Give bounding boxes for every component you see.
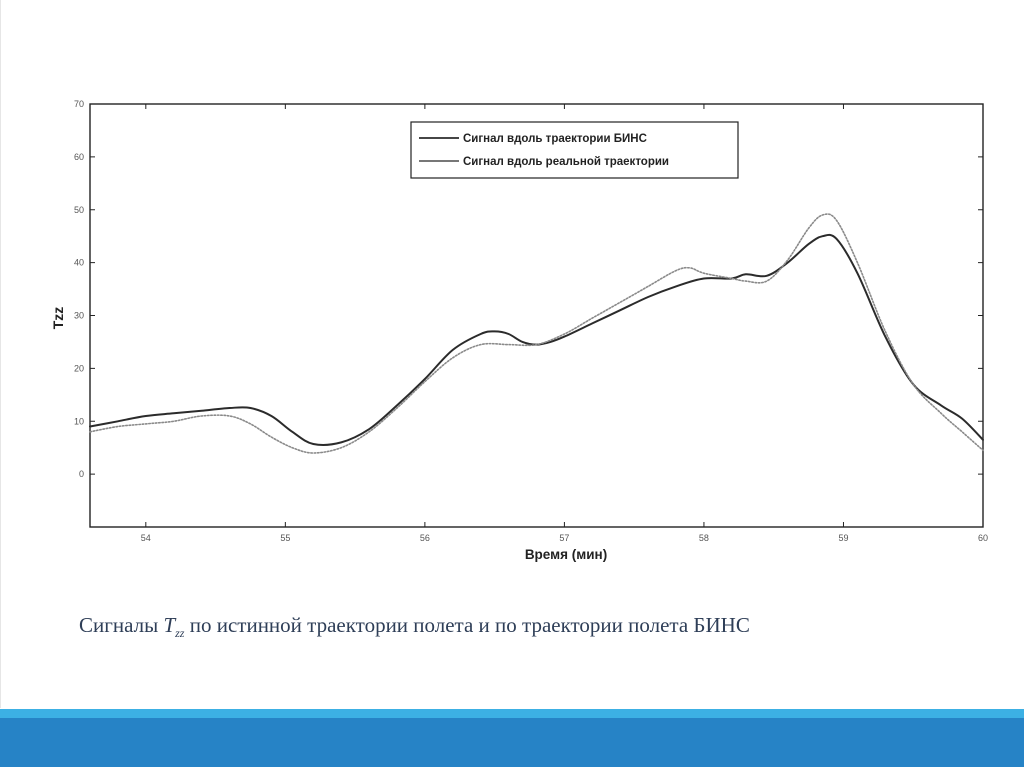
- legend-label-real: Сигнал вдоль реальной траектории: [463, 156, 669, 168]
- slide: 0 10 20 30 40 50 60 70 54 55 56 57 58 59 60 Время (ми…: [0, 0, 1009, 708]
- caption-subscript: zz: [175, 626, 185, 641]
- y-tick-label: 70: [74, 99, 84, 109]
- caption-symbol: T: [163, 613, 176, 637]
- footer-accent-strip: [0, 709, 1024, 718]
- y-tick-label: 0: [79, 469, 84, 479]
- y-tick-label: 20: [74, 363, 84, 373]
- figure-caption: Сигналы Tzz по истинной траектории полет…: [79, 613, 1009, 641]
- footer-bar: [0, 718, 1024, 767]
- series-line-bins: [89, 233, 984, 446]
- x-tick-label: 58: [699, 533, 709, 543]
- y-tick-label: 10: [74, 416, 84, 426]
- y-axis-title: Tzz: [50, 307, 66, 330]
- legend-box: [410, 121, 739, 179]
- legend-label-bins: Сигнал вдоль траектории БИНС: [463, 133, 647, 145]
- y-tick-label: 40: [74, 258, 84, 268]
- series-line-real: [89, 213, 984, 454]
- chart: 0 10 20 30 40 50 60 70 54 55 56 57 58 59 60 Время (ми…: [50, 99, 988, 562]
- x-tick-label: 55: [280, 533, 290, 543]
- x-tick-label: 59: [838, 533, 848, 543]
- x-axis: 54 55 56 57 58 59 60: [141, 104, 988, 543]
- x-tick-label: 54: [141, 533, 151, 543]
- legend: Сигнал вдоль траектории БИНС Сигнал вдол…: [410, 121, 739, 179]
- y-tick-label: 30: [74, 311, 84, 321]
- x-tick-label: 57: [559, 533, 569, 543]
- caption-suffix: по истинной траектории полета и по траек…: [184, 613, 750, 637]
- x-tick-label: 56: [420, 533, 430, 543]
- series-layer: [89, 213, 984, 454]
- y-tick-label: 60: [74, 152, 84, 162]
- x-axis-title: Время (мин): [525, 547, 607, 562]
- y-tick-label: 50: [74, 205, 84, 215]
- y-axis: 0 10 20 30 40 50 60 70: [74, 99, 983, 479]
- x-tick-label: 60: [978, 533, 988, 543]
- caption-prefix: Сигналы: [79, 613, 164, 637]
